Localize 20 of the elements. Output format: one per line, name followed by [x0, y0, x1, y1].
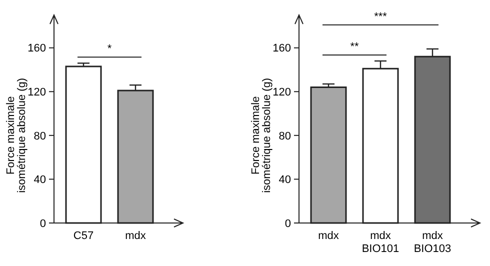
y-tick-label: 0	[284, 218, 291, 230]
annotation: ***	[374, 10, 388, 23]
y-tick-label: 120	[28, 86, 46, 98]
x-tick-label: mdx BIO103	[414, 230, 452, 255]
y-tick-label: 80	[34, 130, 46, 142]
y-tick-label: 160	[28, 42, 46, 55]
x-tick-label: mdx BIO101	[362, 230, 400, 255]
y-tick-label: 120	[272, 86, 291, 98]
x-tick-label: mdx	[125, 230, 146, 242]
annotation: *	[107, 43, 112, 56]
y-axis-title: Force maximale isométrique absolue (g)	[5, 78, 28, 193]
y-tick-label: 40	[278, 174, 291, 186]
x-tick-label: mdx	[318, 230, 340, 242]
x-tick-label: C57	[73, 230, 94, 242]
y-tick-label: 0	[40, 218, 46, 230]
y-tick-label: 40	[34, 174, 46, 186]
y-axis-title: Force maximale isométrique absolue (g)	[250, 78, 273, 193]
y-tick-label: 160	[272, 42, 291, 55]
annotation: **	[350, 40, 360, 53]
y-tick-label: 80	[278, 130, 291, 142]
